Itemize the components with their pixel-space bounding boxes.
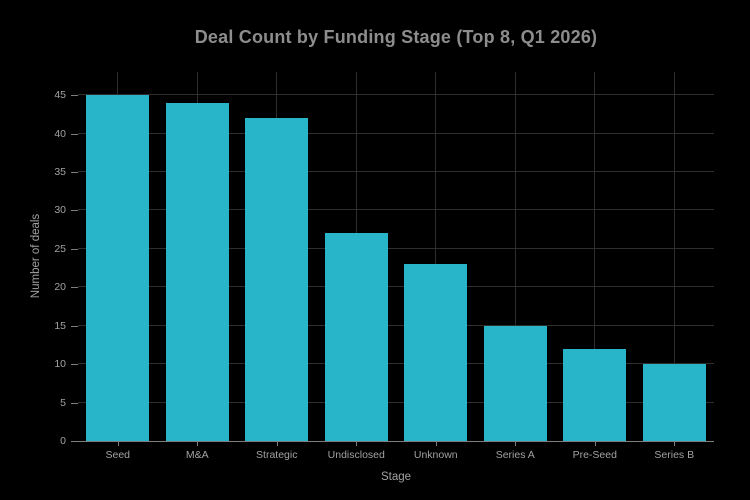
y-tick-label: 35 xyxy=(54,165,66,178)
y-tick-mark xyxy=(71,134,78,135)
y-gridline xyxy=(78,132,714,134)
y-tick-mark xyxy=(71,364,78,365)
bar-series-b xyxy=(642,364,706,441)
x-tick-label: M&A xyxy=(185,449,209,461)
x-tick-label: Undisclosed xyxy=(327,449,385,461)
y-tick-label: 25 xyxy=(54,242,66,255)
y-gridline xyxy=(78,247,714,249)
y-tick-mark xyxy=(71,172,78,173)
y-tick-mark xyxy=(71,403,78,404)
x-tick-mark xyxy=(197,442,199,446)
x-axis-line xyxy=(71,441,714,442)
y-tick-label: 10 xyxy=(54,358,66,371)
y-tick-mark xyxy=(71,249,78,250)
y-tick-label: 5 xyxy=(60,396,66,409)
x-tick-label: Strategic xyxy=(256,449,298,461)
bar-seed xyxy=(86,95,150,441)
y-tick-mark xyxy=(71,441,78,442)
y-tick-label: 45 xyxy=(54,89,66,102)
y-gridline xyxy=(78,324,714,326)
y-tick-label: 40 xyxy=(54,127,66,140)
x-tick-label: Series B xyxy=(654,449,695,461)
x-gridline xyxy=(435,72,437,441)
x-tick-mark xyxy=(117,442,119,446)
y-tick-mark xyxy=(71,326,78,327)
y-gridline xyxy=(78,170,714,172)
x-tick-mark xyxy=(515,442,517,446)
y-tick-label: 0 xyxy=(60,435,66,447)
y-gridline xyxy=(78,209,714,211)
x-tick-label: Pre-Seed xyxy=(572,449,617,461)
x-tick-mark xyxy=(276,442,278,446)
x-tick-mark xyxy=(674,442,676,446)
y-tick-label: 30 xyxy=(54,204,66,217)
y-tick-mark xyxy=(71,95,78,96)
y-tick-label: 20 xyxy=(54,281,66,294)
y-gridline xyxy=(78,286,714,288)
y-gridline xyxy=(78,363,714,365)
y-tick-label: 15 xyxy=(54,319,66,332)
x-tick-label: Series A xyxy=(495,449,535,461)
x-tick-label: Seed xyxy=(105,449,131,461)
bar-undisclosed xyxy=(324,233,388,441)
y-tick-mark xyxy=(71,287,78,288)
y-gridline xyxy=(78,401,714,403)
x-tick-mark xyxy=(594,442,596,446)
bar-series-a xyxy=(483,325,547,441)
x-tick-mark xyxy=(435,442,437,446)
plot-area xyxy=(78,72,714,441)
bar-strategic xyxy=(245,118,309,441)
x-tick-mark xyxy=(356,442,358,446)
bar-m-a xyxy=(165,102,229,441)
bar-pre-seed xyxy=(563,348,627,441)
y-gridline xyxy=(78,94,714,96)
y-tick-mark xyxy=(71,210,78,211)
bar-unknown xyxy=(404,264,468,441)
x-tick-label: Unknown xyxy=(413,449,458,461)
x-axis-label: Stage xyxy=(380,471,412,483)
x-gridline xyxy=(594,72,596,441)
x-gridline xyxy=(673,72,675,441)
chart-title: Deal Count by Funding Stage (Top 8, Q1 2… xyxy=(194,27,598,47)
x-gridline xyxy=(514,72,516,441)
